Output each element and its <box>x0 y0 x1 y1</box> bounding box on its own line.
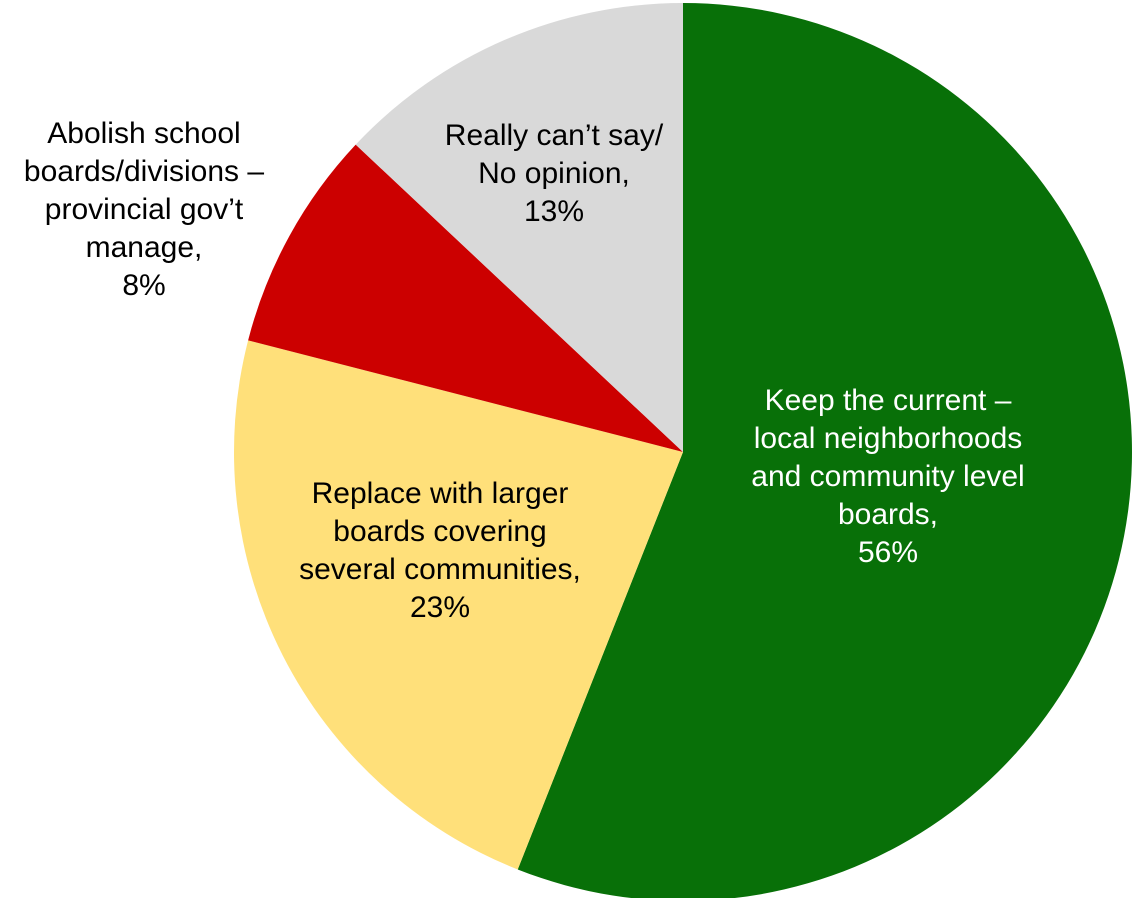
slice-label-line: boards covering <box>333 515 546 548</box>
pie-slice-3 <box>355 3 683 452</box>
slice-label-0: Keep the current – local neighborhoods and… <box>751 384 1024 569</box>
slice-label-1: Replace with larger boards covering severa… <box>299 477 581 624</box>
slice-label-line: local neighborhoods <box>754 422 1023 455</box>
slice-label-line: 13% <box>524 195 584 228</box>
slice-label-line: Keep the current – <box>765 384 1012 417</box>
slice-label-line: 56% <box>858 536 918 569</box>
slice-label-line: and community level <box>751 460 1024 493</box>
slice-label-line: several communities, <box>299 553 581 586</box>
slice-label-line: Really can’t say/ <box>445 119 664 152</box>
pie-slice-2 <box>248 144 684 452</box>
pie-slice-0 <box>517 3 1132 898</box>
pie-slice-1 <box>234 340 683 870</box>
slice-label-line: 8% <box>122 269 165 302</box>
slice-labels: Keep the current – local neighborhoods and… <box>24 117 1025 624</box>
pie-slices <box>234 3 1132 898</box>
slice-label-line: manage, <box>86 231 203 264</box>
slice-label-line: No opinion, <box>478 157 630 190</box>
slice-label-line: boards, <box>838 498 938 531</box>
slice-label-line: provincial gov’t <box>45 193 244 226</box>
slice-label-line: boards/divisions – <box>24 155 264 188</box>
slice-label-line: 23% <box>410 591 470 624</box>
slice-label-line: Replace with larger <box>312 477 569 510</box>
slice-label-2: Abolish school boards/divisions – provinci… <box>24 117 264 302</box>
slice-label-3: Really can’t say/No opinion, 13% <box>445 119 664 228</box>
slice-label-line: Abolish school <box>47 117 240 150</box>
